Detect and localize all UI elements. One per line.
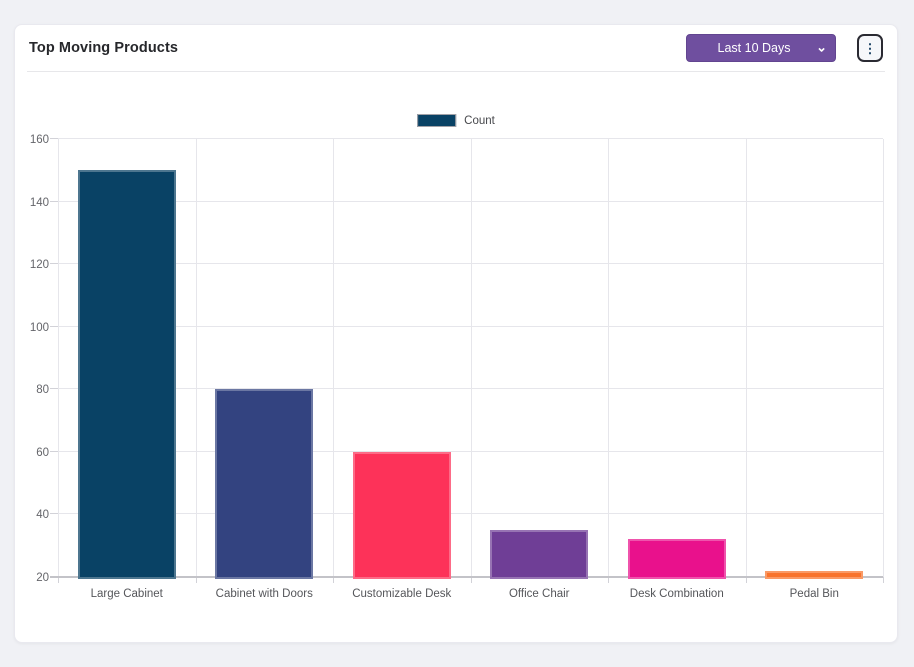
kebab-vertical-icon: ⋮	[863, 40, 877, 56]
gridline-vertical	[608, 139, 609, 577]
gridline-vertical	[745, 139, 747, 577]
gridline-vertical	[58, 139, 59, 577]
top-moving-products-card: Top Moving Products Last 10 Days ⌄ ⋮ Cou…	[14, 24, 898, 643]
gridline-horizontal	[58, 138, 883, 139]
x-tick-label: Cabinet with Doors	[215, 588, 313, 600]
y-tick-mark	[50, 513, 58, 515]
kebab-menu-button[interactable]: ⋮	[857, 34, 883, 62]
y-tick-label: 100	[29, 321, 49, 334]
gridline-vertical	[883, 139, 884, 577]
bar-pedal-bin[interactable]	[765, 570, 864, 579]
y-tick-mark	[50, 263, 58, 265]
bar-customizable-desk[interactable]	[352, 451, 451, 579]
y-tick-label: 40	[36, 509, 49, 522]
y-tick-label: 120	[29, 259, 49, 272]
x-tick-label: Customizable Desk	[352, 588, 452, 600]
page-title: Top Moving Products	[29, 40, 179, 56]
range-select[interactable]: Last 10 Days	[686, 34, 836, 62]
card-header: Top Moving Products Last 10 Days ⌄ ⋮	[27, 25, 885, 72]
bar-desk-combination[interactable]	[627, 539, 726, 579]
x-tick-mark	[883, 577, 884, 583]
bar-office-chair[interactable]	[490, 530, 589, 579]
y-tick-mark	[50, 325, 58, 327]
legend-swatch	[417, 114, 457, 127]
y-tick-label: 80	[36, 384, 49, 397]
x-tick-label: Large Cabinet	[90, 588, 163, 600]
x-tick-mark	[195, 577, 197, 583]
y-tick-label: 20	[36, 572, 49, 584]
bar-large-cabinet[interactable]	[77, 170, 176, 579]
x-axis-line	[50, 576, 883, 578]
gridline-vertical	[470, 139, 472, 577]
x-tick-label: Office Chair	[508, 588, 570, 600]
header-controls: Last 10 Days ⌄ ⋮	[686, 34, 883, 62]
y-tick-mark	[50, 200, 58, 202]
plot-area: 20 40 60 80 100 120 140 160 Large Cabinet Cabinet…	[30, 134, 884, 600]
x-tick-mark	[333, 577, 334, 583]
x-tick-mark	[608, 577, 609, 583]
chart-area: Count 20 40 60 80 100 120 140 160 Large Cabinet C…	[15, 72, 897, 643]
y-tick-mark	[50, 450, 58, 452]
gridline-vertical	[333, 139, 334, 577]
x-tick-mark	[745, 577, 747, 583]
y-tick-label: 160	[29, 134, 49, 146]
x-tick-label: Desk Combination	[629, 588, 724, 600]
y-tick-label: 140	[29, 196, 49, 209]
y-tick-label: 60	[36, 446, 49, 459]
legend-item-count[interactable]: Count	[417, 114, 495, 127]
legend-label: Count	[464, 114, 495, 127]
x-tick-label: Pedal Bin	[789, 588, 839, 600]
y-tick-mark	[50, 388, 58, 390]
x-tick-mark	[58, 577, 59, 583]
bar-cabinet-with-doors[interactable]	[215, 389, 314, 579]
range-select-wrap: Last 10 Days ⌄	[686, 34, 836, 62]
y-tick-mark	[50, 138, 58, 139]
x-tick-mark	[470, 577, 472, 583]
gridline-vertical	[195, 139, 197, 577]
